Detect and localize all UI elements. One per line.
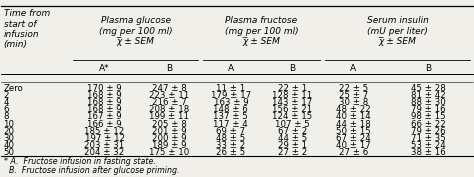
- Text: 201 ± 9: 201 ± 9: [152, 127, 186, 136]
- Text: 67 ± 24: 67 ± 24: [336, 134, 371, 143]
- Text: B.  Fructose infusion after glucose priming.: B. Fructose infusion after glucose primi…: [4, 165, 179, 175]
- Text: Time from
start of
infusion
(min): Time from start of infusion (min): [4, 9, 50, 49]
- Text: 50 ± 15: 50 ± 15: [336, 127, 371, 136]
- Text: 25 ± 7: 25 ± 7: [339, 91, 368, 100]
- Text: 22 ± 1: 22 ± 1: [277, 84, 307, 93]
- Text: 197 ± 12: 197 ± 12: [84, 134, 125, 143]
- Text: Plasma glucose
(mg per 100 ml)
χ̅ ± SEM: Plasma glucose (mg per 100 ml) χ̅ ± SEM: [99, 16, 173, 46]
- Text: 10: 10: [3, 120, 14, 129]
- Text: 27 ± 6: 27 ± 6: [339, 149, 368, 158]
- Text: 40 ± 14: 40 ± 14: [336, 112, 371, 121]
- Text: 67 ± 2: 67 ± 2: [277, 127, 307, 136]
- Text: 44 ± 18: 44 ± 18: [336, 120, 371, 129]
- Text: 204 ± 32: 204 ± 32: [84, 149, 125, 158]
- Text: B: B: [425, 64, 431, 73]
- Text: 200 ± 9: 200 ± 9: [152, 134, 186, 143]
- Text: 223 ± 11: 223 ± 11: [149, 91, 189, 100]
- Text: 205 ± 8: 205 ± 8: [152, 120, 186, 129]
- Text: 203 ± 31: 203 ± 31: [84, 141, 125, 150]
- Text: 8: 8: [3, 112, 9, 121]
- Text: B: B: [289, 64, 295, 73]
- Text: 48 ± 22: 48 ± 22: [336, 105, 371, 114]
- Text: 168 ± 9: 168 ± 9: [87, 98, 122, 107]
- Text: 79 ± 16: 79 ± 16: [411, 105, 446, 114]
- Text: 179 ± 17: 179 ± 17: [211, 91, 251, 100]
- Text: 30: 30: [3, 134, 14, 143]
- Text: 29 ± 1: 29 ± 1: [278, 141, 307, 150]
- Text: A: A: [228, 64, 234, 73]
- Text: 79 ± 26: 79 ± 26: [411, 127, 446, 136]
- Text: 168 ± 9: 168 ± 9: [87, 91, 122, 100]
- Text: 40 ± 17: 40 ± 17: [336, 141, 371, 150]
- Text: 168 ± 9: 168 ± 9: [87, 105, 122, 114]
- Text: 50: 50: [3, 149, 14, 158]
- Text: 216 ± 7: 216 ± 7: [152, 98, 186, 107]
- Text: 170 ± 9: 170 ± 9: [87, 84, 122, 93]
- Text: 88 ± 30: 88 ± 30: [411, 98, 446, 107]
- Text: 189 ± 9: 189 ± 9: [152, 141, 186, 150]
- Text: 4: 4: [3, 98, 9, 107]
- Text: 81 ± 42: 81 ± 42: [411, 91, 446, 100]
- Text: 45 ± 28: 45 ± 28: [411, 84, 446, 93]
- Text: 11 ± 1: 11 ± 1: [216, 84, 246, 93]
- Text: 124 ± 15: 124 ± 15: [272, 112, 312, 121]
- Text: Plasma fructose
(mg per 100 ml)
χ̅ ± SEM: Plasma fructose (mg per 100 ml) χ̅ ± SEM: [225, 16, 298, 46]
- Text: 137 ± 5: 137 ± 5: [213, 112, 248, 121]
- Text: 199 ± 11: 199 ± 11: [149, 112, 189, 121]
- Text: Serum insulin
(mU per liter)
χ̅ ± SEM: Serum insulin (mU per liter) χ̅ ± SEM: [367, 16, 428, 46]
- Text: 247 ± 8: 247 ± 8: [152, 84, 186, 93]
- Text: 166 ± 9: 166 ± 9: [87, 120, 122, 129]
- Text: 167 ± 9: 167 ± 9: [87, 112, 122, 121]
- Text: 185 ± 12: 185 ± 12: [84, 127, 125, 136]
- Text: 143 ± 17: 143 ± 17: [272, 98, 312, 107]
- Text: 38 ± 16: 38 ± 16: [411, 149, 446, 158]
- Text: 98 ± 15: 98 ± 15: [411, 112, 446, 121]
- Text: 33 ± 2: 33 ± 2: [216, 141, 246, 150]
- Text: A: A: [350, 64, 356, 73]
- Text: 156 ± 21: 156 ± 21: [272, 105, 312, 114]
- Text: 107 ± 5: 107 ± 5: [275, 120, 310, 129]
- Text: A*: A*: [99, 64, 110, 73]
- Text: 26 ± 5: 26 ± 5: [216, 149, 246, 158]
- Text: 6: 6: [3, 105, 9, 114]
- Text: 48 ± 5: 48 ± 5: [216, 134, 246, 143]
- Text: 175 ± 10: 175 ± 10: [149, 149, 189, 158]
- Text: 53 ± 24: 53 ± 24: [411, 141, 446, 150]
- Text: 69 ± 7: 69 ± 7: [216, 127, 246, 136]
- Text: 128 ± 11: 128 ± 11: [272, 91, 312, 100]
- Text: 163 ± 9: 163 ± 9: [214, 98, 248, 107]
- Text: 208 ± 18: 208 ± 18: [149, 105, 189, 114]
- Text: 117 ± 4: 117 ± 4: [213, 120, 248, 129]
- Text: 148 ± 6: 148 ± 6: [213, 105, 248, 114]
- Text: 2: 2: [3, 91, 9, 100]
- Text: 66 ± 22: 66 ± 22: [411, 120, 446, 129]
- Text: 30 ± 8: 30 ± 8: [339, 98, 368, 107]
- Text: 22 ± 5: 22 ± 5: [339, 84, 368, 93]
- Text: B: B: [166, 64, 172, 73]
- Text: 44 ± 5: 44 ± 5: [277, 134, 307, 143]
- Text: Zero: Zero: [3, 84, 23, 93]
- Text: * A.  Fructose infusion in fasting state.: * A. Fructose infusion in fasting state.: [4, 157, 155, 166]
- Text: 20: 20: [3, 127, 14, 136]
- Text: 40: 40: [3, 141, 14, 150]
- Text: 27 ± 2: 27 ± 2: [277, 149, 307, 158]
- Text: 71 ± 35: 71 ± 35: [411, 134, 446, 143]
